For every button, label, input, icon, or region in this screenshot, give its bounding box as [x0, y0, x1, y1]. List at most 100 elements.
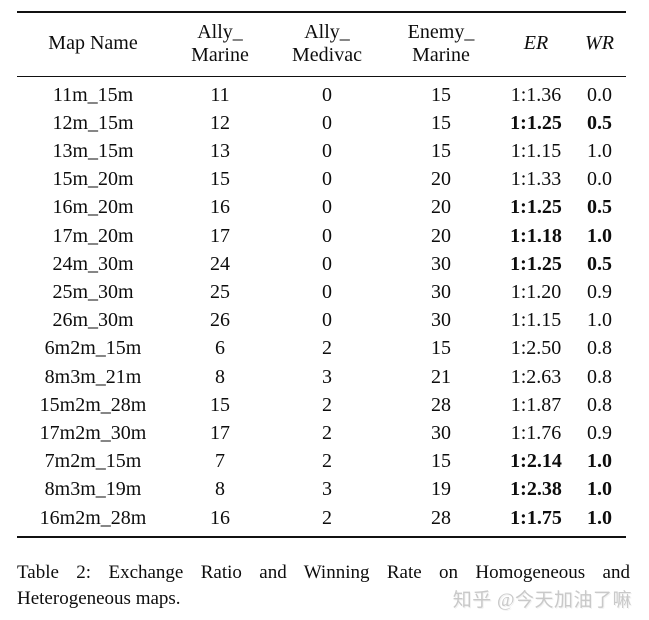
- cell-ally-medivac: 2: [322, 450, 332, 473]
- cell-wr: 1.0: [587, 450, 612, 473]
- cell-ally-marine: 17: [210, 224, 230, 247]
- cell-enemy-marine: 20: [431, 168, 451, 191]
- cell-wr: 1.0: [587, 506, 612, 529]
- col-header-line: ER: [523, 32, 549, 55]
- cell-wr: 1.0: [587, 224, 612, 247]
- cell-map-name: 17m_20m: [52, 224, 134, 247]
- col-header-line: Marine: [412, 43, 470, 66]
- cell-wr: 0.9: [587, 422, 612, 445]
- table-caption: Table 2: Exchange Ratio and Winning Rate…: [17, 562, 630, 609]
- cell-map-name: 17m2m_30m: [39, 422, 147, 445]
- cell-enemy-marine: 15: [431, 337, 451, 360]
- table-row: 17m_20m 17 0 20 1:1.18 1.0: [17, 222, 626, 250]
- cell-map-name: 15m2m_28m: [39, 393, 147, 416]
- cell-er: 1:1.33: [510, 168, 562, 191]
- cell-er: 1:1.36: [510, 83, 562, 106]
- cell-ally-marine: 15: [210, 393, 230, 416]
- cell-ally-medivac: 0: [322, 83, 332, 106]
- cell-enemy-marine: 30: [431, 252, 451, 275]
- cell-enemy-marine: 20: [431, 196, 451, 219]
- cell-enemy-marine: 30: [431, 422, 451, 445]
- cell-wr: 0.8: [587, 393, 612, 416]
- cell-enemy-marine: 15: [431, 140, 451, 162]
- cell-enemy-marine: 30: [431, 309, 451, 332]
- cell-map-name: 25m_30m: [52, 281, 134, 304]
- cell-wr: 0.8: [587, 337, 612, 360]
- cell-er: 1:2.50: [510, 337, 562, 360]
- cell-enemy-marine: 19: [431, 478, 451, 501]
- cell-wr: 0.5: [587, 252, 612, 275]
- cell-ally-marine: 26: [210, 309, 230, 332]
- cell-ally-marine: 7: [215, 450, 225, 473]
- cell-map-name: 13m_15m: [52, 140, 134, 162]
- cell-ally-medivac: 2: [322, 422, 332, 445]
- cell-map-name: 8m3m_21m: [44, 365, 142, 388]
- table-row: 16m2m_28m 16 2 28 1:1.75 1.0: [17, 504, 626, 537]
- cell-ally-medivac: 2: [322, 393, 332, 416]
- cell-ally-medivac: 2: [322, 506, 332, 529]
- cell-er: 1:1.76: [510, 422, 562, 445]
- col-header-ally-marine: Ally_ Marine: [169, 12, 271, 77]
- cell-map-name: 26m_30m: [52, 309, 134, 332]
- cell-enemy-marine: 28: [431, 393, 451, 416]
- cell-ally-marine: 12: [210, 111, 230, 134]
- col-header-line: WR: [585, 32, 614, 55]
- col-header-line: Ally_: [197, 21, 243, 43]
- cell-er: 1:1.18: [510, 224, 562, 247]
- table-row: 15m2m_28m 15 2 28 1:1.87 0.8: [17, 391, 626, 419]
- table-row: 24m_30m 24 0 30 1:1.25 0.5: [17, 250, 626, 278]
- cell-enemy-marine: 28: [431, 506, 451, 529]
- table-row: 11m_15m 11 0 15 1:1.36 0.0: [17, 76, 626, 109]
- col-header-ally-medivac: Ally_ Medivac: [271, 12, 383, 77]
- cell-ally-marine: 11: [210, 83, 230, 106]
- cell-wr: 1.0: [587, 140, 612, 162]
- col-header-wr: WR: [573, 12, 626, 77]
- cell-map-name: 7m2m_15m: [44, 450, 142, 473]
- cell-ally-medivac: 0: [322, 224, 332, 247]
- cell-ally-marine: 8: [215, 478, 225, 501]
- cell-map-name: 24m_30m: [52, 252, 134, 275]
- col-header-er: ER: [499, 12, 573, 77]
- cell-map-name: 8m3m_19m: [44, 478, 142, 501]
- cell-ally-marine: 16: [210, 196, 230, 219]
- cell-ally-medivac: 0: [322, 168, 332, 191]
- cell-map-name: 15m_20m: [52, 168, 134, 191]
- cell-wr: 0.5: [587, 196, 612, 219]
- cell-ally-marine: 8: [215, 365, 225, 388]
- table-row: 25m_30m 25 0 30 1:1.20 0.9: [17, 278, 626, 306]
- cell-er: 1:1.75: [510, 506, 562, 529]
- cell-ally-medivac: 0: [322, 309, 332, 332]
- table-row: 8m3m_19m 8 3 19 1:2.38 1.0: [17, 475, 626, 503]
- table-row: 15m_20m 15 0 20 1:1.33 0.0: [17, 165, 626, 193]
- cell-wr: 0.0: [587, 83, 612, 106]
- cell-er: 1:1.25: [510, 196, 562, 219]
- cell-er: 1:2.63: [510, 365, 562, 388]
- cell-enemy-marine: 15: [431, 83, 451, 106]
- table-row: 8m3m_21m 8 3 21 1:2.63 0.8: [17, 363, 626, 391]
- col-header-enemy-marine: Enemy_ Marine: [383, 12, 499, 77]
- table-row: 17m2m_30m 17 2 30 1:1.76 0.9: [17, 419, 626, 447]
- table-row: 16m_20m 16 0 20 1:1.25 0.5: [17, 193, 626, 221]
- cell-er: 1:2.38: [510, 478, 562, 501]
- cell-er: 1:1.25: [510, 252, 562, 275]
- cell-wr: 0.9: [587, 281, 612, 304]
- cell-map-name: 11m_15m: [52, 83, 134, 106]
- table-row: 12m_15m 12 0 15 1:1.25 0.5: [17, 109, 626, 137]
- cell-enemy-marine: 15: [431, 111, 451, 134]
- cell-er: 1:1.87: [510, 393, 562, 416]
- col-header-map-name: Map Name: [17, 12, 169, 77]
- cell-ally-medivac: 2: [322, 337, 332, 360]
- cell-ally-medivac: 0: [322, 196, 332, 219]
- col-header-line: Medivac: [292, 43, 362, 66]
- cell-ally-medivac: 0: [322, 252, 332, 275]
- watermark: 知乎 @今天加油了嘛: [452, 590, 632, 611]
- cell-ally-marine: 13: [210, 140, 230, 162]
- col-header-line: Enemy_: [407, 21, 475, 43]
- cell-ally-marine: 6: [215, 337, 225, 360]
- cell-ally-medivac: 0: [322, 140, 332, 162]
- table-body: 11m_15m 11 0 15 1:1.36 0.0 12m_15m 12 0 15 1:1.25 0…: [17, 76, 626, 537]
- cell-enemy-marine: 15: [431, 450, 451, 473]
- header-row: Map Name Ally_ Marine Ally_ Medivac Enem…: [17, 12, 626, 77]
- cell-ally-medivac: 0: [322, 111, 332, 134]
